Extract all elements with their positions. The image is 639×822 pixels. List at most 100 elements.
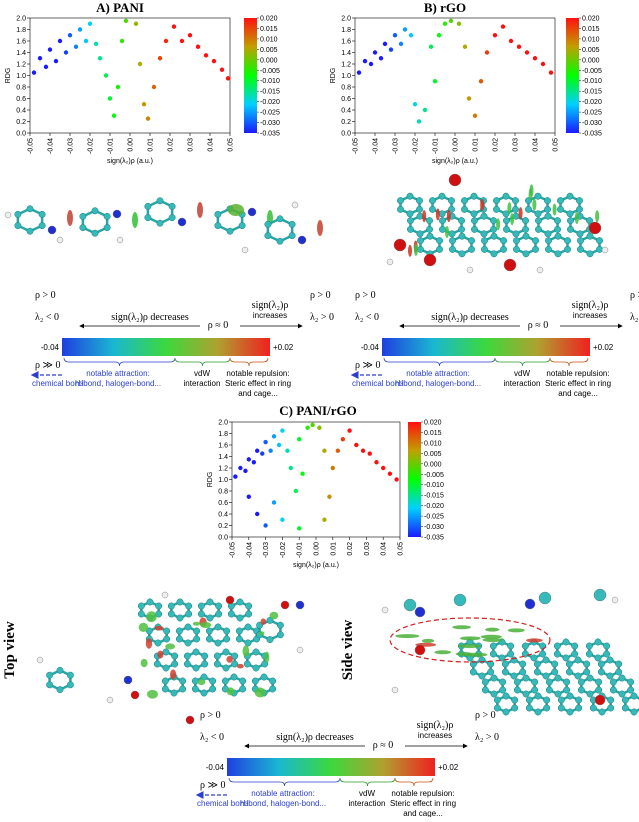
atom <box>47 225 57 235</box>
atom <box>576 205 583 213</box>
atom <box>176 598 184 606</box>
atom <box>502 692 510 700</box>
y-tick-label: 1.6 <box>218 443 228 450</box>
atom <box>416 205 423 213</box>
colorbar-tick-label: -0.020 <box>424 503 444 510</box>
y-tick-label: 0.8 <box>16 85 26 92</box>
y-tick-label: 0.6 <box>341 96 351 103</box>
x-tick-label: -0.05 <box>28 138 35 154</box>
y-tick-label: 0.4 <box>16 108 26 115</box>
isosurface <box>482 637 503 642</box>
x-tick-label: -0.04 <box>48 138 55 154</box>
atom <box>56 686 64 694</box>
region-label: and cage... <box>403 809 443 817</box>
point <box>374 460 379 465</box>
isosurface <box>132 212 138 228</box>
point <box>372 50 378 55</box>
atom <box>458 217 465 225</box>
atom <box>296 646 304 654</box>
point <box>87 21 93 26</box>
x-tick-label: -0.05 <box>230 542 237 558</box>
atom <box>155 602 163 610</box>
atom <box>499 686 507 694</box>
isosurface <box>259 631 265 636</box>
x-tick-label: 0.03 <box>364 542 371 556</box>
colorbar-tick-label: 0.000 <box>582 57 600 64</box>
scale-end: -0.04 <box>41 343 60 352</box>
atom <box>519 668 527 676</box>
y-tick-label: 0.8 <box>218 489 228 496</box>
atom <box>583 660 591 668</box>
point <box>83 38 89 44</box>
atom <box>595 686 603 694</box>
isosurface <box>192 621 201 626</box>
atom <box>245 602 253 610</box>
point <box>263 439 268 445</box>
point <box>246 457 251 462</box>
atom <box>502 708 510 716</box>
x-tick-label: 0.05 <box>553 138 560 152</box>
isosurface <box>395 634 420 639</box>
atom <box>205 635 213 643</box>
y-tick-label: 0.0 <box>16 131 26 138</box>
point <box>354 442 359 448</box>
atom <box>244 639 252 647</box>
colorbar-tick-label: -0.030 <box>260 120 280 127</box>
x-tick-label: 0.00 <box>314 542 321 556</box>
y-tick-label: 1.8 <box>16 27 26 34</box>
atom <box>502 192 510 200</box>
point <box>508 38 514 44</box>
atom <box>543 696 551 704</box>
atom <box>490 217 497 225</box>
atom <box>449 245 456 253</box>
rho-label: ρ > 0 <box>355 290 376 301</box>
chart-title: A) PANI <box>96 0 144 15</box>
point <box>115 84 121 90</box>
atom <box>609 686 617 694</box>
isosurface <box>518 207 523 220</box>
point <box>67 33 73 38</box>
atom <box>161 685 169 693</box>
colorbar-tick-label: -0.015 <box>424 493 444 500</box>
point <box>412 102 418 107</box>
point <box>53 58 59 64</box>
atom <box>500 237 507 245</box>
region-label: interaction <box>184 379 221 388</box>
view-label: Top view <box>2 621 18 679</box>
atom <box>534 192 542 200</box>
lambda-label: λ₂ > 0 <box>630 312 639 323</box>
atom <box>471 217 478 225</box>
atom <box>116 236 124 244</box>
isosurface <box>446 210 451 223</box>
atom <box>176 614 184 622</box>
atom <box>66 671 74 679</box>
atom <box>214 210 222 218</box>
point <box>516 44 522 49</box>
region-label: notable repulsion: <box>391 789 454 798</box>
isosurface <box>228 204 244 216</box>
trend-label: sign(λ₂)ρ decreases <box>276 732 354 743</box>
atom <box>458 250 466 258</box>
point <box>484 50 490 55</box>
atom <box>512 205 519 213</box>
atom <box>593 588 607 602</box>
view-label: Side view <box>340 620 356 681</box>
atom <box>551 668 559 676</box>
atom <box>264 232 272 240</box>
y-tick-label: 2.0 <box>16 16 26 23</box>
colorbar-tick-label: -0.030 <box>582 120 602 127</box>
atom <box>511 704 519 712</box>
atom <box>564 237 571 245</box>
x-tick-label: 0.04 <box>533 138 540 152</box>
atom <box>175 627 183 635</box>
atom <box>201 652 209 660</box>
atom <box>436 237 443 245</box>
atom <box>597 668 605 676</box>
region-label: vdW <box>194 369 210 378</box>
atom <box>489 642 497 650</box>
colorbar-tick-label: -0.005 <box>424 472 444 479</box>
colorbar-tick-label: -0.035 <box>260 131 280 138</box>
atom <box>577 678 585 686</box>
atom <box>458 225 465 233</box>
